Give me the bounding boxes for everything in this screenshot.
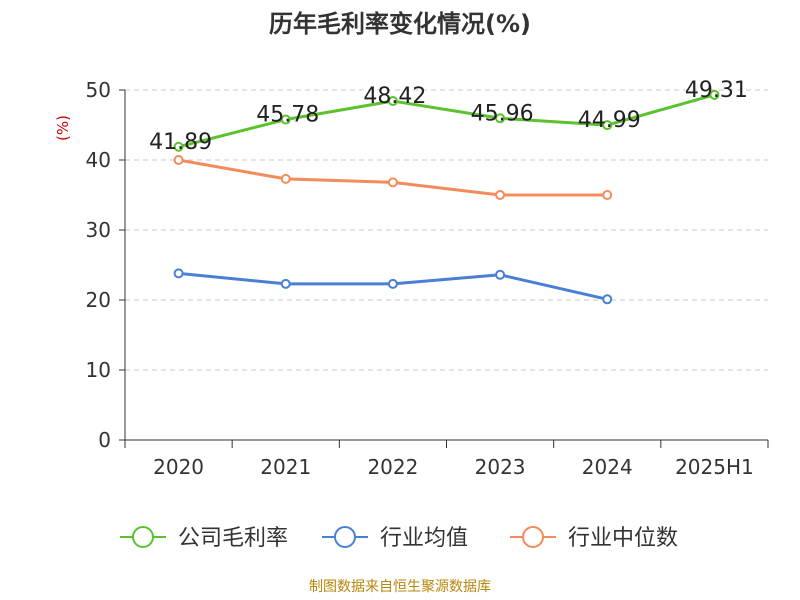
data-point-0-1 <box>280 114 291 125</box>
data-point-0-0 <box>173 141 184 152</box>
data-point-1-2 <box>387 278 398 289</box>
data-label-0-1: 45.78 <box>256 103 319 128</box>
data-point-1-4 <box>602 294 613 305</box>
chart-title: 历年毛利率变化情况(%) <box>269 10 531 38</box>
y-tick-label-30: 30 <box>86 218 111 242</box>
data-point-1-3 <box>495 269 506 280</box>
y-tick-label-20: 20 <box>86 288 111 312</box>
legend-marker-0 <box>132 526 154 548</box>
data-point-0-5 <box>709 89 720 100</box>
source-note: 制图数据来自恒生聚源数据库 <box>309 579 491 595</box>
x-tick-label-2020: 2020 <box>153 455 204 479</box>
y-tick-label-0: 0 <box>98 428 111 452</box>
data-point-2-0 <box>173 155 184 165</box>
axes: 0 10 20 30 40 50 (%) 2020 2021 2022 2023 2024 2025H1 <box>54 78 769 479</box>
x-tick-label-2025H1: 2025H1 <box>675 455 754 479</box>
data-point-2-2 <box>387 177 398 188</box>
x-tick-label-2022: 2022 <box>367 455 418 479</box>
legend-label-2: 行业中位数 <box>568 526 678 551</box>
data-point-0-4 <box>602 120 613 131</box>
legend-marker-1 <box>334 526 356 548</box>
x-tick-label-2021: 2021 <box>260 455 311 479</box>
legend-marker-2 <box>522 526 544 548</box>
data-point-0-2 <box>387 96 398 107</box>
series-lines <box>173 89 720 305</box>
data-point-0-3 <box>495 113 506 124</box>
series-line-0 <box>178 93 715 149</box>
y-axis-label: (%) <box>54 115 72 141</box>
legend: 公司毛利率 行业均值 行业中位数 <box>120 526 678 551</box>
data-point-1-0 <box>173 268 184 279</box>
data-label-0-5: 49.31 <box>685 78 748 103</box>
y-tick-label-10: 10 <box>86 358 111 382</box>
legend-label-1: 行业均值 <box>380 526 468 551</box>
data-point-2-3 <box>495 190 506 200</box>
data-point-2-4 <box>602 190 613 200</box>
legend-label-0: 公司毛利率 <box>178 526 288 551</box>
x-tick-label-2024: 2024 <box>582 455 633 479</box>
data-point-1-1 <box>280 278 291 289</box>
data-point-2-1 <box>280 173 291 184</box>
data-label-0-4: 44.99 <box>578 108 641 133</box>
data-labels: 41.89 45.78 48.42 45.96 44.99 49.31 <box>149 78 748 155</box>
data-label-0-2: 48.42 <box>363 84 426 109</box>
data-label-0-3: 45.96 <box>471 101 534 126</box>
grid-lines <box>125 89 768 371</box>
y-tick-label-40: 40 <box>86 148 111 172</box>
y-tick-label-50: 50 <box>86 78 111 102</box>
data-label-0-0: 41.89 <box>149 130 212 155</box>
x-tick-label-2023: 2023 <box>475 455 526 479</box>
